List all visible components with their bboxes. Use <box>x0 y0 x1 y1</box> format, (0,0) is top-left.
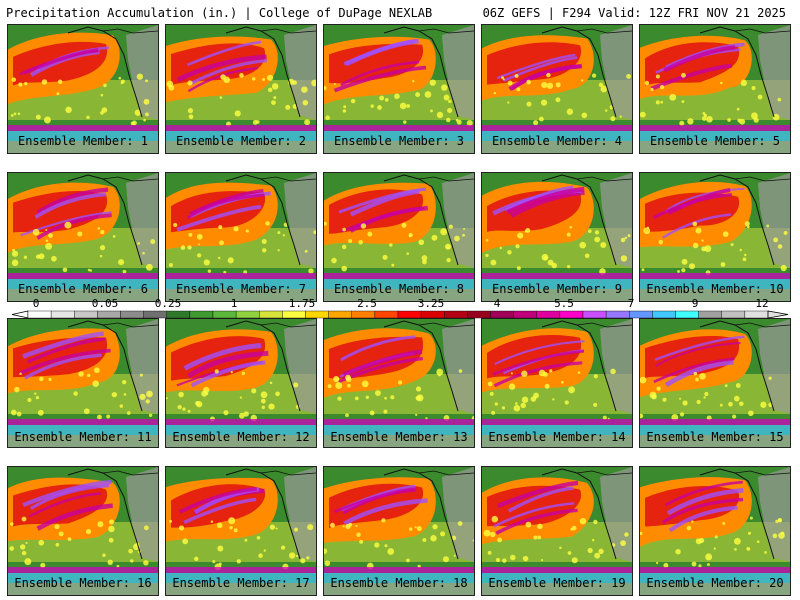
member-map-panel <box>323 172 475 302</box>
colorbar-swatch <box>166 310 191 319</box>
member-label: Ensemble Member: 1 <box>17 134 149 148</box>
colorbar-swatch <box>744 310 769 319</box>
member-map-panel <box>323 318 475 448</box>
colorbar-swatch <box>582 310 607 319</box>
member-map-panel <box>323 24 475 154</box>
colorbar-swatch <box>305 310 329 319</box>
colorbar-tick-label: 5.5 <box>554 298 574 310</box>
colorbar-swatch <box>652 310 676 319</box>
member-label: Ensemble Member: 17 <box>172 576 310 590</box>
colorbar-swatch <box>698 310 722 319</box>
colorbar-tick-label: 0.25 <box>155 298 182 310</box>
member-label: Ensemble Member: 5 <box>649 134 781 148</box>
colorbar-swatch <box>397 310 422 319</box>
precip-colorbar: 0 0.05 0.25 1 1.75 2.5 3.25 4 5.5 7 9 12 <box>10 298 790 322</box>
member-map-panel <box>639 172 791 302</box>
colorbar-right-arrow <box>767 310 789 319</box>
colorbar-swatch <box>444 310 468 319</box>
member-map-panel <box>7 172 159 302</box>
colorbar-swatch <box>74 310 98 319</box>
member-map-panel <box>639 318 791 448</box>
member-label: Ensemble Member: 11 <box>14 430 152 444</box>
member-label: Ensemble Member: 12 <box>172 430 310 444</box>
colorbar-swatch <box>27 310 52 319</box>
colorbar-swatch <box>605 310 630 319</box>
colorbar-swatch <box>50 310 75 319</box>
member-map-panel <box>323 466 475 596</box>
colorbar-swatch <box>374 310 399 319</box>
colorbar-tick-label: 7 <box>628 298 635 310</box>
colorbar-tick-label: 2.5 <box>357 298 377 310</box>
member-label: Ensemble Member: 13 <box>330 430 468 444</box>
colorbar-swatch <box>143 310 167 319</box>
colorbar-tick-label: 12 <box>755 298 768 310</box>
member-label: Ensemble Member: 4 <box>491 134 623 148</box>
colorbar-tick-label: 3.25 <box>418 298 445 310</box>
colorbar-swatch <box>351 310 376 319</box>
colorbar-swatch <box>282 310 306 319</box>
colorbar-swatch <box>189 310 214 319</box>
colorbar-swatch <box>675 310 699 319</box>
member-map-panel <box>165 172 317 302</box>
colorbar-tick-label: 4 <box>494 298 501 310</box>
map-title: Precipitation Accumulation (in.) | Colle… <box>6 6 433 20</box>
colorbar-swatch <box>328 310 352 319</box>
member-label: Ensemble Member: 18 <box>330 576 468 590</box>
colorbar-swatch <box>212 310 237 319</box>
colorbar-swatch <box>420 310 445 319</box>
colorbar-swatch <box>120 310 144 319</box>
member-map-panel <box>481 24 633 154</box>
member-map-panel <box>165 466 317 596</box>
colorbar-swatch <box>536 310 561 319</box>
colorbar-swatch <box>97 310 121 319</box>
member-label: Ensemble Member: 16 <box>14 576 152 590</box>
colorbar-swatch <box>467 310 491 319</box>
member-label: Ensemble Member: 8 <box>333 282 465 296</box>
member-map-panel <box>481 466 633 596</box>
colorbar-swatch <box>559 310 584 319</box>
member-label: Ensemble Member: 19 <box>488 576 626 590</box>
colorbar-tick-label: 9 <box>692 298 699 310</box>
colorbar-tick-label: 1.75 <box>289 298 316 310</box>
colorbar-tick-label: 1 <box>231 298 238 310</box>
colorbar-swatch <box>235 310 260 319</box>
colorbar-swatch <box>259 310 283 319</box>
member-label: Ensemble Member: 7 <box>175 282 307 296</box>
member-label: Ensemble Member: 10 <box>646 282 784 296</box>
member-map-panel <box>481 172 633 302</box>
member-label: Ensemble Member: 2 <box>175 134 307 148</box>
member-map-panel <box>639 466 791 596</box>
member-map-panel <box>165 318 317 448</box>
member-label: Ensemble Member: 20 <box>646 576 784 590</box>
run-valid-time: 06Z GEFS | F294 Valid: 12Z FRI NOV 21 20… <box>482 6 786 20</box>
colorbar-tick-label: 0.05 <box>92 298 119 310</box>
member-map-panel <box>7 24 159 154</box>
member-label: Ensemble Member: 15 <box>646 430 784 444</box>
member-label: Ensemble Member: 14 <box>488 430 626 444</box>
member-map-panel <box>7 318 159 448</box>
colorbar-swatch <box>721 310 746 319</box>
member-label: Ensemble Member: 3 <box>333 134 465 148</box>
colorbar-swatch <box>513 310 537 319</box>
member-label: Ensemble Member: 9 <box>491 282 623 296</box>
member-map-panel <box>7 466 159 596</box>
colorbar-left-arrow <box>11 310 29 319</box>
member-map-panel <box>165 24 317 154</box>
colorbar-swatch <box>629 310 653 319</box>
member-map-panel <box>639 24 791 154</box>
colorbar-tick-label: 0 <box>33 298 40 310</box>
colorbar-swatch <box>490 310 514 319</box>
member-label: Ensemble Member: 6 <box>17 282 149 296</box>
member-map-panel <box>481 318 633 448</box>
